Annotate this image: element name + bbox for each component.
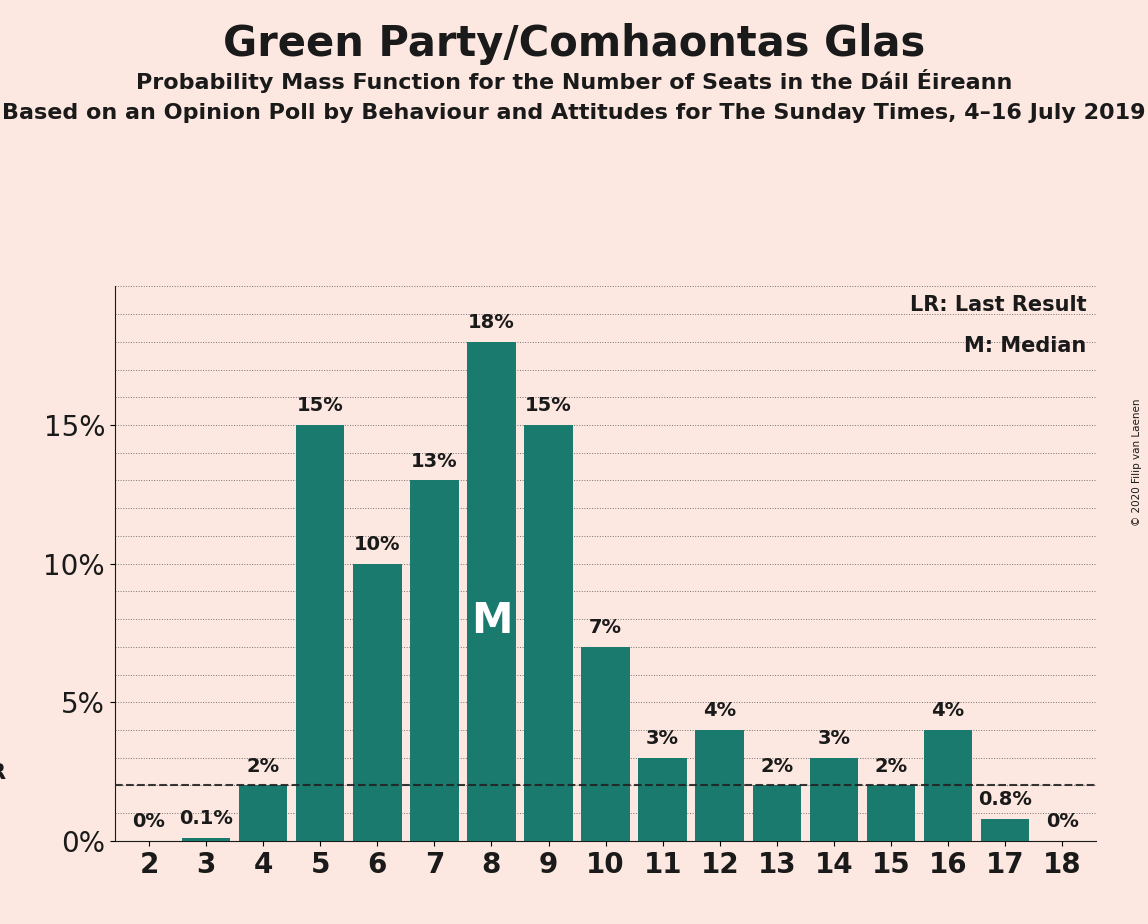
Text: Based on an Opinion Poll by Behaviour and Attitudes for The Sunday Times, 4–16 J: Based on an Opinion Poll by Behaviour an… — [2, 103, 1146, 124]
Text: 4%: 4% — [703, 701, 736, 721]
Text: 0.1%: 0.1% — [179, 809, 233, 828]
Bar — [867, 785, 915, 841]
Bar — [181, 838, 231, 841]
Bar — [980, 819, 1030, 841]
Text: 15%: 15% — [525, 396, 572, 416]
Text: 2%: 2% — [247, 757, 280, 776]
Text: Green Party/Comhaontas Glas: Green Party/Comhaontas Glas — [223, 23, 925, 65]
Bar — [354, 564, 402, 841]
Text: 2%: 2% — [875, 757, 907, 776]
Text: 3%: 3% — [817, 729, 851, 748]
Bar — [467, 342, 515, 841]
Bar — [753, 785, 801, 841]
Text: M: M — [471, 601, 512, 642]
Text: 0%: 0% — [133, 812, 165, 832]
Bar — [410, 480, 458, 841]
Bar — [696, 730, 744, 841]
Text: 0%: 0% — [1046, 812, 1078, 832]
Text: © 2020 Filip van Laenen: © 2020 Filip van Laenen — [1132, 398, 1142, 526]
Text: M: Median: M: Median — [964, 336, 1086, 357]
Text: 18%: 18% — [468, 313, 514, 333]
Text: 0.8%: 0.8% — [978, 790, 1032, 809]
Text: 3%: 3% — [646, 729, 680, 748]
Bar — [525, 425, 573, 841]
Text: LR: LR — [0, 762, 7, 783]
Text: 2%: 2% — [760, 757, 793, 776]
Text: 15%: 15% — [297, 396, 343, 416]
Text: 10%: 10% — [354, 535, 401, 553]
Bar — [638, 758, 687, 841]
Text: Probability Mass Function for the Number of Seats in the Dáil Éireann: Probability Mass Function for the Number… — [135, 69, 1013, 93]
Bar — [809, 758, 858, 841]
Text: 4%: 4% — [931, 701, 964, 721]
Bar — [296, 425, 344, 841]
Text: LR: Last Result: LR: Last Result — [910, 295, 1086, 315]
Text: 7%: 7% — [589, 618, 622, 638]
Bar — [924, 730, 972, 841]
Text: 13%: 13% — [411, 452, 458, 471]
Bar — [239, 785, 287, 841]
Bar — [581, 647, 630, 841]
